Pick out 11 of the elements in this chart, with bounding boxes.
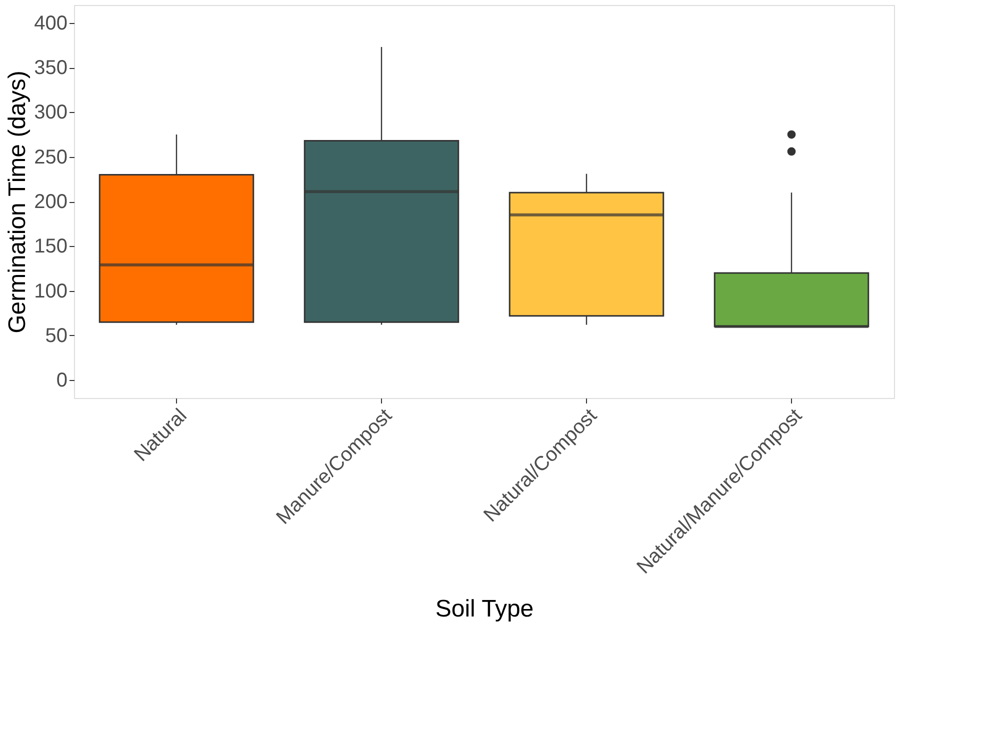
y-tick-label: 400 bbox=[34, 12, 68, 34]
y-tick-label: 250 bbox=[34, 146, 68, 168]
y-tick-label: 50 bbox=[45, 324, 68, 347]
y-tick-label: 300 bbox=[34, 102, 68, 124]
y-tick-label: 0 bbox=[56, 370, 68, 392]
y-axis-title: Germination Time (days) bbox=[4, 70, 32, 334]
y-tick-label: 150 bbox=[34, 236, 68, 258]
x-axis-title: Soil Type bbox=[435, 596, 534, 623]
y-tick-label: 200 bbox=[34, 191, 68, 213]
y-tick-label: 100 bbox=[34, 280, 68, 302]
y-tick-label: 350 bbox=[34, 57, 68, 80]
